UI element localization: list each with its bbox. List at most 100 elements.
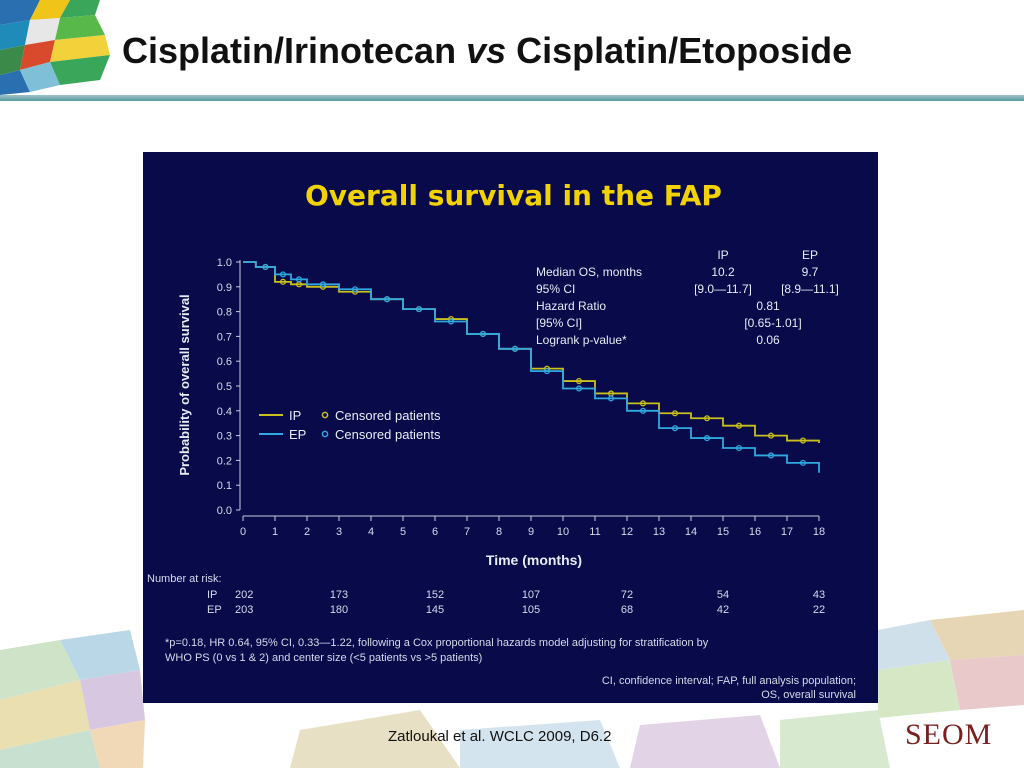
chart-title: Overall survival in the FAP — [305, 179, 722, 212]
stats-row-label: Median OS, months — [536, 265, 642, 279]
at-risk-value: 68 — [621, 604, 633, 616]
censored-marker-ep — [279, 271, 287, 278]
y-tick-label: 0.1 — [217, 480, 232, 492]
y-ticks: 0.0 0.1 0.2 0.3 0.4 0.5 0.6 0.7 0.8 0.9 1.0 — [217, 257, 240, 517]
stats-row-label: Logrank p-value* — [536, 333, 627, 347]
x-tick-label: 11 — [589, 526, 600, 538]
footnote-line: *p=0.18, HR 0.64, 95% CI, 0.33—1.22, fol… — [165, 637, 709, 649]
censored-marker-ip — [639, 400, 647, 407]
at-risk-value: 145 — [426, 604, 444, 616]
censored-marker-ep — [735, 444, 743, 452]
x-axis-label: Time (months) — [486, 552, 582, 568]
legend-ip-censored-marker — [321, 411, 329, 419]
censored-marker-ip — [279, 278, 287, 285]
at-risk-ip-label: IP — [207, 589, 217, 601]
at-risk-value: 43 — [813, 589, 825, 601]
x-tick-label: 13 — [653, 526, 665, 538]
footnote: *p=0.18, HR 0.64, 95% CI, 0.33—1.22, fol… — [165, 637, 709, 664]
abbreviations: CI, confidence interval; FAP, full analy… — [602, 675, 856, 701]
stats-median-ep: 9.7 — [802, 265, 819, 279]
censored-marker-ep — [415, 306, 423, 313]
x-tick-label: 2 — [304, 526, 310, 538]
x-tick-label: 18 — [813, 526, 825, 538]
censored-marker-ep — [607, 395, 615, 402]
x-tick-label: 16 — [749, 526, 761, 538]
censored-marker-ip — [703, 415, 711, 422]
censored-marker-ep — [447, 318, 455, 325]
stats-row-label: 95% CI — [536, 282, 575, 296]
stats-row-label: [95% CI] — [536, 316, 582, 330]
censored-marker-ep — [511, 345, 519, 352]
at-risk-value: 22 — [813, 604, 825, 616]
at-risk-value: 54 — [717, 589, 729, 601]
at-risk-ep-label: EP — [207, 604, 222, 616]
y-tick-label: 0.3 — [217, 431, 232, 443]
x-tick-label: 4 — [368, 526, 374, 538]
stats-col-ep: EP — [802, 248, 818, 262]
at-risk-value: 173 — [330, 589, 348, 601]
y-tick-label: 0.4 — [217, 406, 232, 418]
survival-chart: Overall survival in the FAP 0.0 0.1 0.2 0.3… — [147, 179, 856, 701]
at-risk-value: 152 — [426, 589, 444, 601]
legend-ep-censored-label: Censored patients — [335, 427, 441, 442]
at-risk-table: Number at risk: IP EP 202 173 152 107 72 54 43… — [147, 573, 825, 616]
censored-marker-ep — [799, 459, 807, 466]
title-part1: Cisplatin/Irinotecan — [122, 30, 457, 71]
y-tick-label: 0.8 — [217, 307, 232, 319]
censored-marker-ip — [767, 432, 775, 439]
chart-panel: Overall survival in the FAP 0.0 0.1 0.2 0.3… — [143, 152, 878, 703]
x-tick-label: 0 — [240, 526, 246, 538]
footnote-line: WHO PS (0 vs 1 & 2) and center size (<5 … — [165, 652, 482, 664]
y-tick-label: 0.7 — [217, 331, 232, 343]
censored-marker-ep — [383, 296, 391, 303]
legend-ep-censored-marker — [321, 430, 329, 438]
title-vs: vs — [466, 30, 507, 71]
censored-marker-ep — [767, 452, 775, 459]
censored-marker-ep — [295, 276, 303, 283]
censored-marker-ep — [639, 407, 647, 414]
at-risk-value: 203 — [235, 604, 253, 616]
stats-median-ip: 10.2 — [711, 265, 735, 279]
stats-hr-value: 0.81 — [756, 299, 780, 313]
abbreviation-line: OS, overall survival — [761, 689, 856, 701]
legend-ip-censored-label: Censored patients — [335, 408, 441, 423]
title-part2: Cisplatin/Etoposide — [516, 30, 853, 71]
at-risk-value: 107 — [522, 589, 540, 601]
at-risk-values: 202 173 152 107 72 54 43 203 180 145 105 68 42 22 — [235, 589, 825, 616]
stats-hr-ci-value: [0.65-1.01] — [744, 316, 801, 330]
legend-ip-label: IP — [289, 408, 301, 423]
mosaic-logo — [0, 0, 115, 95]
stats-table: IP EP Median OS, months 10.2 9.7 95% CI … — [536, 248, 839, 347]
title-divider — [0, 95, 1024, 101]
y-tick-label: 0.9 — [217, 282, 232, 294]
x-tick-label: 15 — [717, 526, 729, 538]
censored-marker-ep — [703, 435, 711, 442]
at-risk-value: 42 — [717, 604, 729, 616]
y-axis-label: Probability of overall survival — [177, 294, 192, 475]
bottom-mosaic-decoration — [0, 610, 1024, 768]
censored-marker-ep — [671, 425, 679, 432]
x-tick-label: 7 — [464, 526, 470, 538]
x-tick-label: 10 — [557, 526, 569, 538]
at-risk-value: 202 — [235, 589, 253, 601]
x-tick-label: 17 — [781, 526, 793, 538]
at-risk-value: 105 — [522, 604, 540, 616]
censored-marker-ep — [319, 281, 327, 288]
x-tick-label: 14 — [685, 526, 697, 538]
seom-logo: SEOM — [905, 718, 993, 751]
y-tick-label: 0.2 — [217, 455, 232, 467]
slide-title: Cisplatin/Irinotecan vs Cisplatin/Etopos… — [122, 30, 852, 72]
censored-marker-ep — [543, 368, 551, 375]
x-tick-label: 6 — [432, 526, 438, 538]
censored-marker-ep — [351, 286, 359, 293]
y-tick-label: 0.5 — [217, 381, 232, 393]
stats-col-ip: IP — [717, 248, 728, 262]
censored-marker-ip — [799, 437, 807, 444]
series-layer — [243, 261, 820, 473]
x-tick-label: 12 — [621, 526, 633, 538]
censored-marker-ip — [735, 422, 743, 429]
x-tick-label: 5 — [400, 526, 406, 538]
legend: IP Censored patients EP Censored patient… — [259, 408, 441, 442]
censored-marker-ip — [575, 377, 583, 385]
x-ticks: 0 1 2 3 4 5 6 7 8 9 10 11 12 13 14 15 16 17 18 — [240, 516, 825, 538]
